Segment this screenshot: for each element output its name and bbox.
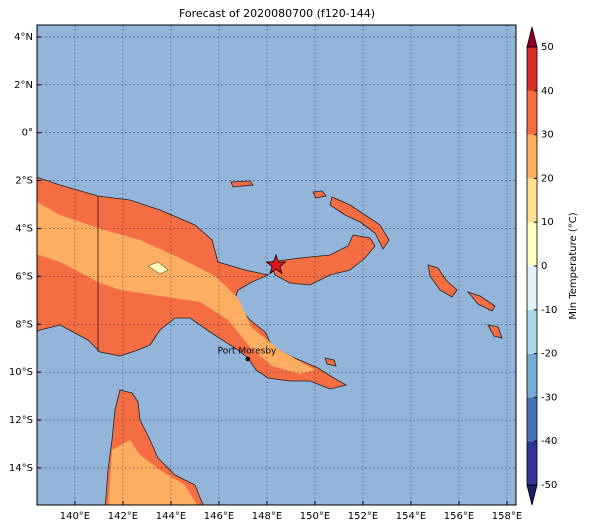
x-tick-label: 158°E xyxy=(492,511,522,522)
colorbar-segment xyxy=(527,266,537,310)
colorbar-label: Min Temperature (°C) xyxy=(568,212,579,319)
y-tick-label: 4°S xyxy=(15,223,33,234)
colorbar-tick-label: 20 xyxy=(541,173,554,184)
colorbar-tick-label: 10 xyxy=(541,217,554,228)
island xyxy=(312,190,327,199)
y-tick-label: 4°N xyxy=(14,32,33,43)
x-tick-label: 150°E xyxy=(300,511,330,522)
x-tick-label: 152°E xyxy=(348,511,378,522)
colorbar-tick-label: 50 xyxy=(541,42,554,53)
colorbar-segment xyxy=(527,309,537,354)
map-area: Port Moresby xyxy=(37,25,516,505)
map-title: Forecast of 2020080700 (f120-144) xyxy=(179,7,375,20)
colorbar-segment xyxy=(527,441,537,485)
island xyxy=(466,291,496,312)
island xyxy=(487,324,503,339)
y-tick-label: 2°S xyxy=(15,176,33,187)
city-dot xyxy=(245,356,251,362)
island xyxy=(230,180,254,188)
new-ireland xyxy=(329,196,390,250)
colorbar-over xyxy=(526,26,538,48)
colorbar-tick-label: 0 xyxy=(541,261,547,272)
x-tick-label: 144°E xyxy=(156,511,186,522)
x-tick-label: 140°E xyxy=(60,511,90,522)
y-tick-label: 0° xyxy=(22,128,33,139)
x-tick-label: 146°E xyxy=(204,511,234,522)
colorbar-segment xyxy=(527,47,537,91)
colorbar-segment xyxy=(527,353,537,398)
colorbar-segment xyxy=(527,222,537,266)
colorbar-segment xyxy=(527,90,537,135)
colorbar-segment xyxy=(527,134,537,179)
colorbar-tick-label: -40 xyxy=(541,436,557,447)
bougainville xyxy=(427,264,458,298)
colorbar-tick-label: -20 xyxy=(541,349,557,360)
warm-band xyxy=(37,201,315,374)
colorbar-tick-label: 30 xyxy=(541,130,554,141)
colorbar: -50 -40 -30 -20 -10 0 10 20 30 40 50 xyxy=(526,26,557,506)
island xyxy=(324,357,337,367)
australia-warm xyxy=(108,440,197,505)
x-tick-label: 156°E xyxy=(444,511,474,522)
colorbar-under xyxy=(526,484,538,506)
colorbar-tick-label: -10 xyxy=(541,305,557,316)
new-britain xyxy=(269,234,376,286)
colorbar-segment xyxy=(527,178,537,223)
cool-spot xyxy=(147,261,169,275)
y-tick-label: 14°S xyxy=(9,463,33,474)
x-tick-label: 154°E xyxy=(396,511,426,522)
city-label: Port Moresby xyxy=(218,347,277,357)
y-tick-label: 10°S xyxy=(9,367,33,378)
colorbar-tick-label: 40 xyxy=(541,86,554,97)
y-tick-label: 12°S xyxy=(9,415,33,426)
x-tick-label: 142°E xyxy=(108,511,138,522)
location-star xyxy=(265,253,287,275)
y-tick-label: 8°S xyxy=(15,319,33,330)
colorbar-tick-label: -50 xyxy=(541,480,557,491)
map-frame xyxy=(36,24,517,506)
colorbar-segment xyxy=(527,397,537,442)
x-tick-label: 148°E xyxy=(252,511,282,522)
y-tick-label: 2°N xyxy=(14,80,33,91)
graticule xyxy=(37,25,516,505)
y-tick-label: 6°S xyxy=(15,271,33,282)
colorbar-tick-label: -30 xyxy=(541,392,557,403)
